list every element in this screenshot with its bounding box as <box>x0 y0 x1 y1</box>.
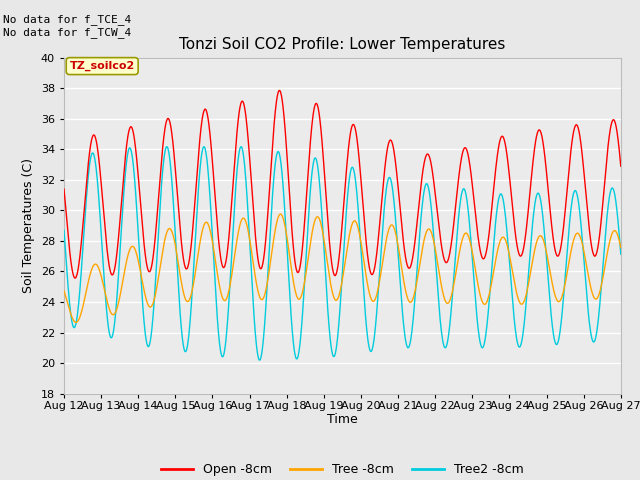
Y-axis label: Soil Temperatures (C): Soil Temperatures (C) <box>22 158 35 293</box>
Legend: Open -8cm, Tree -8cm, Tree2 -8cm: Open -8cm, Tree -8cm, Tree2 -8cm <box>156 458 529 480</box>
Text: No data for f_TCE_4
No data for f_TCW_4: No data for f_TCE_4 No data for f_TCW_4 <box>3 14 131 38</box>
Text: TZ_soilco2: TZ_soilco2 <box>70 61 135 71</box>
Title: Tonzi Soil CO2 Profile: Lower Temperatures: Tonzi Soil CO2 Profile: Lower Temperatur… <box>179 37 506 52</box>
X-axis label: Time: Time <box>327 413 358 426</box>
